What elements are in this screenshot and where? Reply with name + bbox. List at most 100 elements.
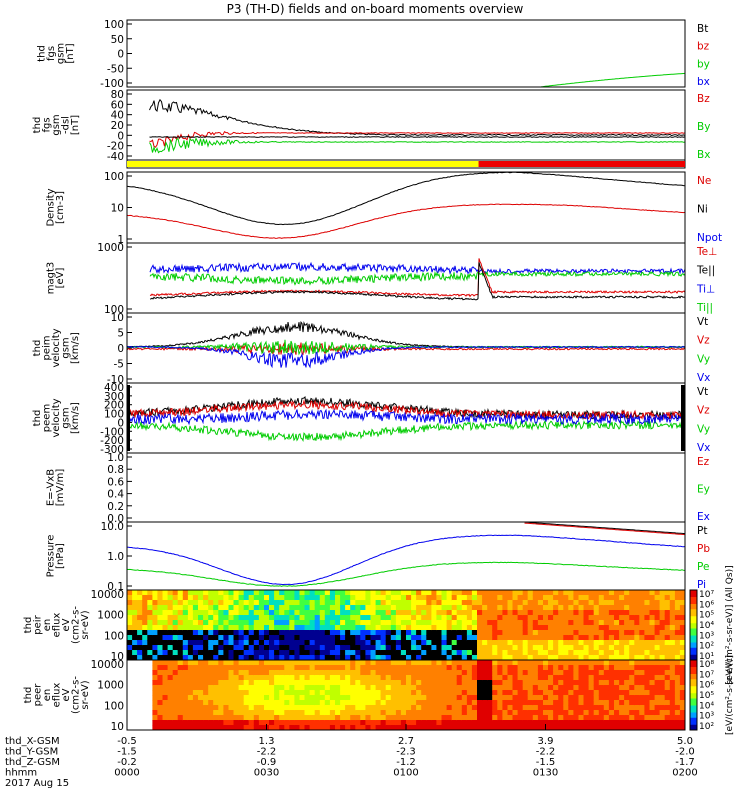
spectrogram-cell [471,670,478,676]
spectrogram-cell [248,600,255,606]
spectrogram-cell [466,700,473,706]
colorbar-frame [689,659,698,731]
spectrogram-cell [487,680,493,686]
spectrogram-cell [304,650,311,656]
spectrogram-cell [238,650,245,656]
spectrogram-cell [203,685,209,691]
spectrogram-cell [471,640,478,646]
spectrogram-cell [634,600,640,606]
spectrogram-cell [603,635,610,641]
spectrogram-cell [629,700,635,706]
spectrogram-cell [659,605,666,611]
spectrogram-cell [527,670,534,676]
spectrogram-cell [532,700,539,706]
spectrogram-cell [264,700,270,706]
spectrogram-cell [608,670,615,676]
spectrogram-cell [563,630,569,636]
spectrogram-cell [335,660,341,666]
spectrogram-cell [370,605,377,611]
spectrogram-cell [198,690,204,696]
spectrogram-cell [497,595,503,601]
spectrogram-cell [218,715,224,721]
spectrogram-cell [233,640,240,646]
spectrogram-cell [532,630,539,636]
legend-entry: Pt [697,525,707,537]
spectrogram-cell [274,615,280,621]
spectrogram-cell [350,720,356,726]
spectrogram-cell [243,600,250,606]
spectrogram-cell [614,675,620,681]
spectrogram-cell [294,685,301,691]
spectrogram-cell [192,670,199,676]
spectrogram-cell [664,675,671,681]
spectrogram-cell [198,725,204,730]
spectrogram-cell [203,625,209,631]
spectrogram-cell [431,650,438,656]
panel-peir: 10000100010010thdpeirenefluxeV(cm2-s-sr-… [23,589,685,663]
spectrogram-cell [127,705,133,711]
spectrogram-cell [674,625,681,631]
spectrogram-cell [659,685,666,691]
spectrogram-cell [289,650,295,656]
y-axis-label: -dsl [61,116,72,134]
spectrogram-cell [487,615,493,621]
plot-area-peir [127,590,685,660]
spectrogram-cell [573,600,580,606]
spectrogram-cell [639,695,645,701]
y-tick-label: 80 [111,89,124,101]
spectrogram-cell [669,595,676,601]
spectrogram-cell [674,700,681,706]
y-axis-label: fgs [42,117,53,132]
spectrogram-cell [461,600,468,606]
y-axis-label: gsm [61,407,72,428]
spectrogram-cell [451,660,458,666]
spectrogram-cell [309,595,316,601]
spectrogram-cell [314,660,321,666]
spectrogram-cell [137,690,143,696]
spectrogram-cell [137,710,143,716]
spectrogram-cell [218,700,224,706]
spectrogram-cell [527,615,534,621]
spectrogram-cell [350,685,356,691]
y-axis-label: thd [32,410,43,427]
spectrogram-cell [578,725,585,730]
spectrogram-cell [669,620,676,626]
spectrogram-cell [355,650,361,656]
spectrogram-cell [431,665,438,671]
spectrogram-cell [477,615,483,621]
spectrogram-cell [441,660,448,666]
spectrogram-cell [568,670,574,676]
spectrogram-cell [355,725,361,730]
spectrogram-cell [406,660,412,666]
spectrogram-cell [137,625,143,631]
spectrogram-cell [482,685,488,691]
spectrogram-cell [350,620,356,626]
spectrogram-cell [223,655,230,660]
colorbar-tick-label: 10¹ [699,652,714,662]
spectrogram-cell [279,600,285,606]
spectrogram-cell [289,690,295,696]
status-bar [127,161,685,167]
spectrogram-cell [527,595,534,601]
spectrogram-cell [537,660,544,666]
spectrogram-cell [614,650,620,656]
spectrogram-cell [624,610,630,616]
spectrogram-cell [289,630,295,636]
spectrogram-cell [309,685,316,691]
spectrogram-cell [299,695,306,701]
spectrogram-cell [421,685,427,691]
spectrogram-cell [619,715,625,721]
spectrogram-cell [132,650,138,656]
spectrogram-cell [512,720,519,726]
y-axis-label: E=-VxB [46,469,57,506]
spectrogram-cell [451,640,458,646]
spectrogram-cell [573,675,580,681]
spectrogram-cell [532,595,539,601]
spectrogram-cell [426,590,432,596]
spectrogram-cell [537,695,544,701]
spectrogram-cell [228,650,235,656]
spectrogram-cell [603,715,610,721]
spectrogram-cell [187,595,194,601]
y-axis-label: magt3 [46,262,57,295]
spectrogram-cell [269,630,275,636]
